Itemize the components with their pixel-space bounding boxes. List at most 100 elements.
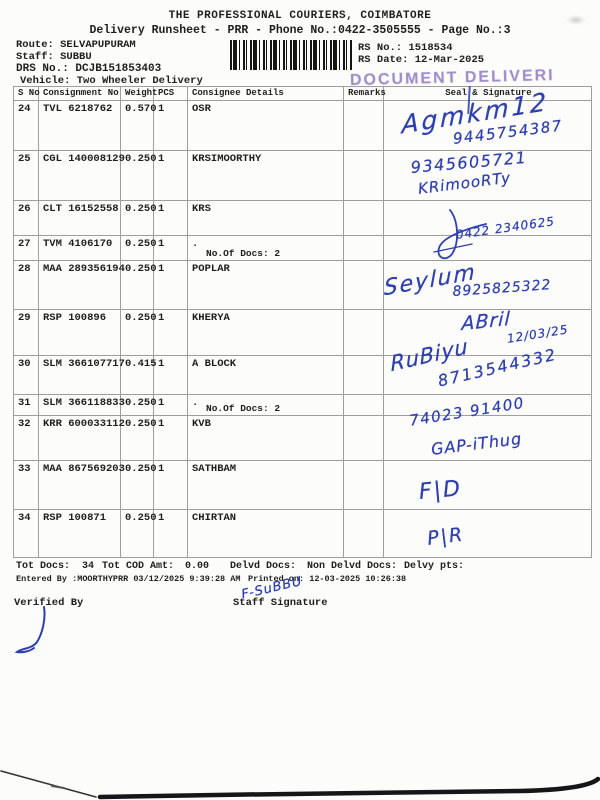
cell-consignment: MAA 289356194 — [38, 260, 125, 310]
consignee-name: SATHBAM — [192, 463, 237, 475]
delvd-docs-label: Delvd Docs: — [230, 561, 297, 572]
drs-label: DRS No.: — [16, 63, 69, 75]
cell-sno: 29 — [13, 309, 39, 356]
cell-consignment: RSP 100871 — [38, 509, 121, 558]
cell-weight: 0.570 — [120, 100, 157, 151]
cell-sno: 27 — [13, 235, 39, 261]
cell-seal — [383, 415, 592, 461]
cell-weight: 0.250 — [120, 394, 157, 416]
cell-sno: 25 — [13, 150, 39, 201]
cell-seal — [383, 200, 592, 236]
cell-seal — [383, 355, 592, 395]
consignee-name: A BLOCK — [192, 358, 237, 370]
docs-note: No.Of Docs: 2 — [206, 403, 281, 414]
printed-on: Printed on: 12-03-2025 10:26:38 — [248, 574, 406, 584]
rs-date-value: 12-Mar-2025 — [414, 54, 485, 66]
cell-pcs: 1 — [153, 100, 188, 151]
consignee-name: CHIRTAN — [192, 512, 237, 524]
rs-no-field: RS No.: 1518534 — [358, 42, 453, 54]
header-pcs: PCS — [153, 86, 188, 101]
cell-remarks — [343, 235, 384, 261]
route-field: Route: SELVAPUPURAM — [16, 39, 136, 51]
table-row: 29 RSP 100896 0.250 1 KHERYA — [13, 309, 592, 356]
cell-consignee: KVB — [187, 415, 344, 461]
non-delvd-docs-label: Non Delvd Docs: — [307, 561, 398, 572]
cell-sno: 33 — [13, 460, 39, 510]
cell-weight: 0.250 — [120, 309, 157, 356]
runsheet-table: S No Consignment No Weight PCS Consignee… — [13, 86, 592, 558]
cell-consignee: KHERYA — [187, 309, 344, 356]
tot-docs-label: Tot Docs: — [16, 561, 71, 572]
cell-consignment: CGL 140008129 — [38, 150, 125, 201]
cell-remarks — [343, 260, 384, 310]
cell-consignment: SLM 366107717 — [38, 355, 125, 395]
entered-by-label: Entered By : — [16, 574, 78, 584]
cell-sno: 30 — [13, 355, 39, 395]
cell-pcs: 1 — [153, 200, 188, 236]
scan-smudge — [566, 15, 586, 25]
table-row: 30 SLM 366107717 0.415 1 A BLOCK — [13, 355, 592, 395]
cell-weight: 0.415 — [120, 355, 157, 395]
cell-consignment: TVL 6218762 — [38, 100, 121, 151]
cell-consignee: KRS — [187, 200, 344, 236]
cell-pcs: 1 — [153, 509, 188, 558]
runsheet-table-body: 24 TVL 6218762 0.570 1 OSR 25 CGL 140008… — [13, 100, 592, 558]
cell-consignment: SLM 366118833 — [38, 394, 125, 416]
cell-consignee: . No.Of Docs: 2 — [187, 394, 344, 416]
header-sno: S No — [13, 86, 40, 101]
consignee-name: KRS — [192, 203, 211, 215]
consignee-name: . — [192, 397, 199, 409]
verified-by-label: Verified By — [14, 597, 84, 609]
staff-value: SUBBU — [60, 51, 92, 63]
route-value: SELVAPUPURAM — [60, 39, 136, 51]
cell-sno: 32 — [13, 415, 39, 461]
cell-consignment: MAA 867569203 — [38, 460, 125, 510]
cell-consignee: . No.Of Docs: 2 — [187, 235, 344, 261]
table-row: 25 CGL 140008129 0.250 1 KRSIMOORTHY — [13, 150, 592, 201]
table-row: 28 MAA 289356194 0.250 1 POPLAR — [13, 260, 592, 310]
cell-remarks — [343, 355, 384, 395]
cell-consignment: KRR 600033112 — [38, 415, 125, 461]
cell-consignee: OSR — [187, 100, 344, 151]
entered-by-value: MOORTHYPRR 03/12/2025 9:39:28 AM — [77, 574, 241, 584]
cell-weight: 0.250 — [120, 150, 157, 201]
consignee-name: KVB — [192, 418, 211, 430]
cell-pcs: 1 — [153, 260, 188, 310]
cell-pcs: 1 — [153, 235, 188, 261]
rs-date-field: RS Date: 12-Mar-2025 — [358, 54, 484, 66]
consignee-name: KHERYA — [192, 312, 230, 324]
consignee-name: . — [192, 238, 199, 250]
header-consignment: Consignment No — [38, 86, 121, 101]
vehicle-field: Vehicle: Two Wheeler Delivery — [20, 75, 203, 87]
cell-remarks — [343, 509, 384, 558]
cell-sno: 34 — [13, 509, 39, 558]
cell-remarks — [343, 100, 384, 151]
rs-no-value: 1518534 — [408, 42, 453, 54]
table-row: 26 CLT 16152558 0.250 1 KRS — [13, 200, 592, 236]
cell-remarks — [343, 394, 384, 416]
cell-sno: 31 — [13, 394, 39, 416]
cell-pcs: 1 — [153, 415, 188, 461]
barcode-image — [230, 40, 352, 70]
route-label: Route: — [16, 39, 54, 51]
cell-pcs: 1 — [153, 394, 188, 416]
consignee-name: POPLAR — [192, 263, 230, 275]
cell-consignment: CLT 16152558 — [38, 200, 121, 236]
cell-seal — [383, 509, 592, 558]
signature-flourish-row27 — [433, 209, 487, 260]
cell-seal — [383, 460, 592, 510]
cell-seal — [383, 235, 592, 261]
cell-consignee: POPLAR — [187, 260, 344, 310]
cell-consignment: TVM 4106170 — [38, 235, 121, 261]
rs-no-label: RS No.: — [358, 42, 403, 54]
scan-edge-shadow — [0, 770, 600, 800]
rs-date-label: RS Date: — [358, 54, 409, 66]
printed-on-value: 12-03-2025 10:26:38 — [309, 574, 407, 584]
staff-label: Staff: — [16, 51, 54, 63]
cell-weight: 0.250 — [120, 460, 157, 510]
cell-consignee: A BLOCK — [187, 355, 344, 395]
verified-by-signature — [14, 606, 46, 654]
table-row: 34 RSP 100871 0.250 1 CHIRTAN — [13, 509, 592, 558]
vehicle-label: Vehicle: — [20, 75, 71, 87]
table-row: 24 TVL 6218762 0.570 1 OSR — [13, 100, 592, 151]
